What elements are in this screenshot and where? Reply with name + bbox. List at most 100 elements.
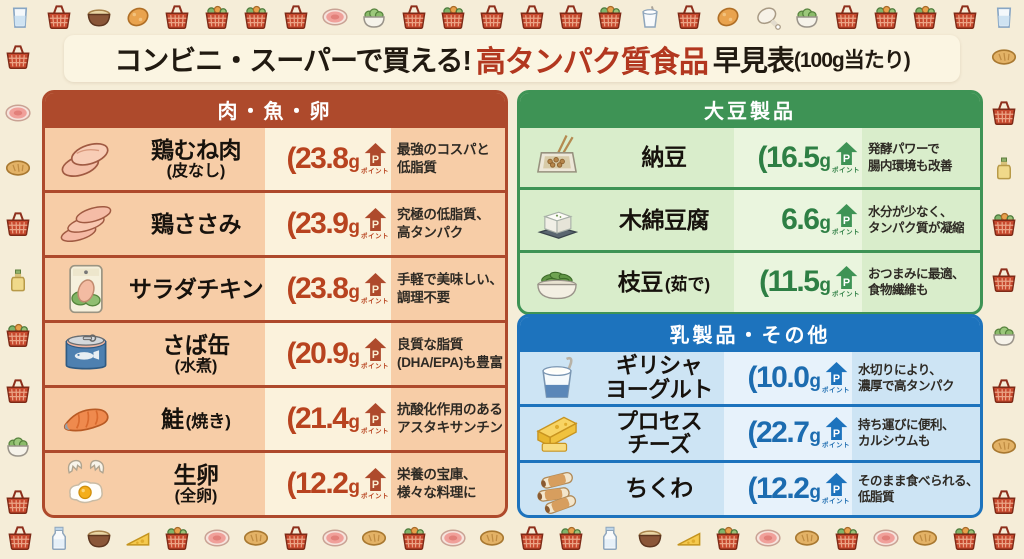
point-up-arrow-icon: P xyxy=(364,468,386,491)
description-line: 持ち運びに便利、 xyxy=(858,418,955,433)
food-name-cell: 納豆 xyxy=(594,145,734,170)
basket-icon xyxy=(834,5,859,30)
protein-value: (20.9 xyxy=(286,337,349,370)
food-name-cell: 鮭 (焼き) xyxy=(127,406,265,432)
meat-icon xyxy=(322,8,348,26)
basket-icon xyxy=(559,5,583,30)
protein-value-cell: (20.9 g P ポイント xyxy=(265,323,391,385)
gram-unit: g xyxy=(348,217,360,238)
salad-chicken-pack-icon xyxy=(69,264,103,314)
salad-bowl-icon xyxy=(363,8,385,28)
panel-header: 大豆製品 xyxy=(520,93,980,125)
svg-text:P: P xyxy=(842,215,849,227)
protein-value-cell: (10.0 g P ポイント xyxy=(724,352,852,405)
food-row-chicken-tender: 鶏ささみ (23.9 g P ポイント 究極の低脂質、 高タンパク xyxy=(45,190,505,255)
basket-veg-icon xyxy=(559,526,583,550)
protein-value-cell: (23.8 g P ポイント xyxy=(265,128,391,190)
basket-icon xyxy=(47,5,71,30)
gram-unit: g xyxy=(348,282,360,303)
food-description: 抗酸化作用のある アスタキサンチン xyxy=(391,401,505,436)
point-up-arrow-icon: P xyxy=(825,417,847,441)
description-line: 低脂質 xyxy=(858,489,895,504)
food-description: 究極の低脂質、 高タンパク xyxy=(391,206,505,241)
basket-icon xyxy=(992,379,1016,403)
food-row-raw-egg: 生卵 (全卵) (12.2 g P ポイント 栄養の宝庫、 様々な料理 xyxy=(45,450,505,515)
protein-value-wrap: (12.2 g xyxy=(287,467,361,501)
food-row-salad-chicken: サラダチキン (23.8 g P ポイント 手軽で美味しい、 調理不要 xyxy=(45,255,505,320)
point-label: ポイント xyxy=(822,497,850,505)
gram-unit: g xyxy=(819,150,831,172)
natto-icon xyxy=(536,134,578,173)
protein-value-cell: (12.2 g P ポイント xyxy=(724,462,852,515)
greek-yogurt-icon xyxy=(542,357,573,399)
food-description: 栄養の宝庫、 様々な料理に xyxy=(391,466,505,501)
bread-icon xyxy=(480,530,505,546)
svg-text:P: P xyxy=(371,414,378,426)
protein-value: (12.2 xyxy=(747,471,810,505)
food-name: さば缶 xyxy=(162,331,230,358)
cheese-icon xyxy=(677,532,701,546)
protein-value: (23.8 xyxy=(286,142,349,175)
food-description: 水切りにより、 濃厚で高タンパク xyxy=(852,362,980,395)
basket-icon xyxy=(283,526,308,551)
food-name: 木綿豆腐 xyxy=(619,206,710,233)
protein-value-wrap: (23.9 g xyxy=(287,207,361,241)
food-name: 納豆 xyxy=(641,144,688,171)
basket-icon xyxy=(480,5,504,30)
food-icon-cell xyxy=(520,463,594,515)
food-icon-cell xyxy=(45,131,127,187)
protein-value: (21.4 xyxy=(286,402,349,435)
point-label: ポイント xyxy=(822,387,850,395)
food-row-chikuwa: ちくわ (12.2 g P ポイント そのまま食べられる、 低脂質 xyxy=(520,459,980,515)
basket-veg-icon xyxy=(244,5,268,29)
meat-icon xyxy=(873,529,899,547)
basket-veg-icon xyxy=(166,526,189,550)
basket-icon xyxy=(165,5,190,30)
point-up-arrow-icon: P xyxy=(835,141,857,165)
page-title: コンビニ・スーパーで買える! 高タンパク質食品 早見表 (100g当たり) xyxy=(64,35,960,82)
protein-value: (23.9 xyxy=(286,207,349,240)
food-icon-cell xyxy=(520,407,594,459)
border-bottom xyxy=(0,523,1024,557)
description-line: 様々な料理に xyxy=(397,485,477,500)
food-name: 枝豆 xyxy=(617,268,664,295)
description-line: 究極の低脂質、 xyxy=(397,207,490,223)
point-badge: P ポイント xyxy=(361,468,389,500)
edamame-icon xyxy=(537,272,577,300)
point-up-arrow-icon: P xyxy=(835,203,857,227)
meat-icon xyxy=(5,104,31,122)
basket-icon xyxy=(520,526,544,551)
gram-unit: g xyxy=(809,371,821,393)
gram-unit: g xyxy=(809,426,821,448)
basket-icon xyxy=(6,379,30,403)
food-row-edamame: 枝豆 (茹で) (11.5 g P ポイント おつまみに最適、 食物繊 xyxy=(520,249,980,312)
food-name: 鶏ささみ xyxy=(151,210,242,237)
salad-bowl-icon xyxy=(796,8,818,28)
border-top xyxy=(0,2,1024,36)
bread-icon xyxy=(5,160,31,176)
protein-value-cell: (23.8 g P ポイント xyxy=(265,258,391,320)
description-line: おつまみに最適、 xyxy=(868,267,965,282)
gram-unit: g xyxy=(348,477,360,498)
meat-icon xyxy=(204,529,230,547)
basket-icon xyxy=(6,212,30,237)
chicken-tender-icon xyxy=(60,205,112,243)
food-name-cell: 生卵 (全卵) xyxy=(127,463,265,505)
svg-text:P: P xyxy=(371,219,378,231)
bread-icon xyxy=(991,49,1017,65)
border-right xyxy=(989,42,1021,517)
basket-icon xyxy=(6,45,30,70)
basket-veg-icon xyxy=(599,5,622,29)
meat-icon xyxy=(755,529,781,547)
basket-icon xyxy=(992,526,1016,551)
panel-dairy-others: 乳製品・その他 ギリシャ ヨーグルト (10.0 g xyxy=(517,314,983,518)
food-name-cell: サラダチキン xyxy=(127,276,265,302)
processed-cheese-icon xyxy=(536,417,578,453)
food-name-cell: ちくわ xyxy=(594,476,724,501)
rice-bowl-icon xyxy=(87,9,111,27)
point-badge: P ポイント xyxy=(832,141,860,174)
gram-unit: g xyxy=(819,212,831,234)
protein-value: (11.5 xyxy=(759,265,820,299)
point-label: ポイント xyxy=(361,298,389,305)
description-line: 良質な脂質 xyxy=(397,337,463,353)
